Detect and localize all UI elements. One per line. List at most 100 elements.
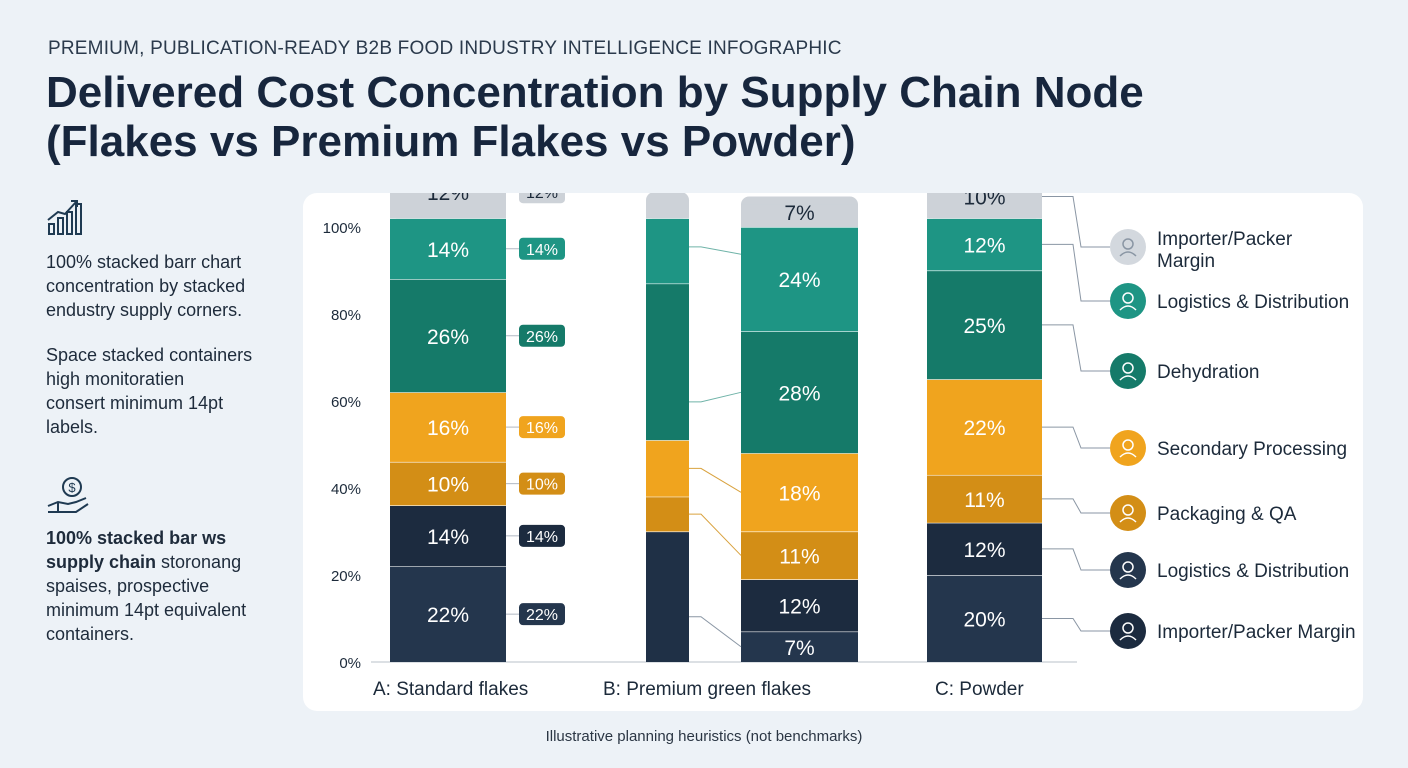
bar-segment: [741, 227, 858, 332]
legend-label: Dehydration: [1157, 362, 1259, 383]
legend-label: Packaging & QA: [1157, 504, 1297, 525]
legend-leader: [1042, 618, 1110, 632]
connector-line: [689, 391, 742, 403]
truck-icon: [1110, 283, 1146, 319]
icon-glyph: [1122, 362, 1134, 374]
sidebar-text: minimum 14pt equivalent: [46, 600, 247, 620]
connector-line: [689, 616, 742, 648]
data-label: 11%: [779, 545, 819, 568]
bar-segment: [927, 270, 1042, 380]
y-tick-label: 100%: [323, 220, 361, 237]
sidebar-block-1: 100% stacked barr chart concentration by…: [46, 250, 281, 322]
icon-glyph: [1122, 439, 1134, 451]
bar-segment: [741, 204, 858, 227]
icon-glyph: [1122, 622, 1134, 634]
bar-segment: [390, 193, 506, 219]
x-category-label: C: Powder: [935, 679, 1024, 700]
ghost-bar-segment: [646, 283, 689, 441]
bar-segment: [390, 218, 506, 280]
ghost-bar-segment: [646, 200, 689, 219]
callout-label: 16%: [526, 420, 558, 437]
bar-segment: [927, 474, 1042, 523]
sidebar-text: labels.: [46, 417, 99, 437]
icon-glyph: [1122, 238, 1134, 250]
sidebar-text: spaises, prospective: [46, 576, 210, 596]
callout-label: 22%: [526, 607, 558, 624]
connector-line: [689, 467, 742, 493]
eyebrow-text: PREMIUM, PUBLICATION-READY B2B FOOD INDU…: [48, 38, 842, 59]
title-line-1: Delivered Cost Concentration by Supply C…: [46, 68, 1144, 117]
bar-segment: [741, 531, 858, 580]
icon-glyph: [1119, 375, 1137, 381]
legend-label: Logistics & Distribution: [1157, 292, 1349, 313]
bar-segment: [390, 566, 506, 662]
bar-segment: [741, 453, 858, 532]
bar-segment: [741, 331, 858, 454]
legend-label: Logistics & Distribution: [1157, 561, 1349, 582]
icon-glyph: [1122, 561, 1134, 573]
data-label: 12%: [778, 595, 820, 618]
legend-leader: [1042, 243, 1110, 302]
data-label: 28%: [778, 382, 820, 405]
data-label: 26%: [427, 326, 469, 349]
callout-pill: [519, 237, 565, 260]
legend-leader: [1042, 548, 1110, 571]
sidebar-text: consert minimum 14pt: [46, 393, 224, 413]
data-label: 16%: [427, 417, 469, 440]
data-label: 25%: [963, 315, 1005, 338]
sidebar-bold-tail: storonang: [156, 552, 242, 572]
bar-segment: [741, 579, 858, 632]
callout-pill: [519, 416, 565, 439]
ghost-bar-segment: [646, 496, 689, 532]
sprout-hand-icon: [1110, 613, 1146, 649]
callout-label: 14%: [526, 529, 558, 546]
callout-pill: [519, 524, 565, 547]
y-tick-label: 80%: [331, 307, 361, 324]
legend-label: Margin: [1157, 251, 1215, 272]
data-label: 12%: [427, 193, 469, 205]
legend-leader: [1042, 196, 1110, 248]
data-label: 10%: [963, 193, 1005, 210]
sidebar-block-3: 100% stacked bar ws supply chain storona…: [46, 526, 281, 646]
data-label: 18%: [778, 482, 820, 505]
callout-label: 12%: [526, 193, 558, 202]
connector-line: [689, 513, 742, 556]
data-label: 24%: [778, 269, 820, 292]
bar-segment: [927, 522, 1042, 575]
sidebar-text: supply chain storonang: [46, 550, 281, 574]
data-label: 10%: [427, 474, 469, 497]
callout-pill: [519, 472, 565, 495]
bar-segment: [390, 392, 506, 462]
sidebar-text: containers.: [46, 624, 135, 644]
bar-segment: [741, 631, 858, 662]
chart-panel: 0% 20% 40% 60% 80% 100% 22% 14% 10% 16% 26% 14% 12% A…: [303, 193, 1363, 711]
icon-glyph: [1119, 305, 1137, 311]
leaf-drop-icon: [1110, 353, 1146, 389]
bar-growth-icon: [47, 200, 82, 235]
data-label: 7%: [784, 637, 814, 660]
data-label: 7%: [784, 202, 814, 225]
sidebar-text: high monitoratien: [46, 369, 185, 389]
icon-glyph: [1119, 517, 1137, 523]
icon-glyph: [1119, 251, 1137, 257]
ghost-bar-segment: [646, 440, 689, 497]
bar-segment: [927, 218, 1042, 271]
stacked-bar-chart: 0% 20% 40% 60% 80% 100% 22% 14% 10% 16% 26% 14% 12% A…: [323, 193, 1356, 700]
x-category-label: A: Standard flakes: [373, 679, 528, 700]
callout-label: 26%: [526, 329, 558, 346]
callout-label: 10%: [526, 477, 558, 494]
callout-pill: [519, 193, 565, 204]
legend-leader: [1042, 498, 1110, 514]
data-label: 12%: [963, 539, 1005, 562]
data-label: 22%: [963, 417, 1005, 440]
hand-pour-icon: [1110, 430, 1146, 466]
hand-coin-icon: $: [47, 477, 89, 513]
truck-icon: [1110, 552, 1146, 588]
box-icon: [1110, 495, 1146, 531]
icon-glyph: [1122, 504, 1134, 516]
y-tick-label: 20%: [331, 568, 361, 585]
legend-label: Secondary Processing: [1157, 439, 1347, 460]
icon-glyph: [1119, 452, 1137, 458]
sidebar-bold-text: 100% stacked bar ws: [46, 528, 227, 548]
ghost-bar-segment: [646, 218, 689, 284]
